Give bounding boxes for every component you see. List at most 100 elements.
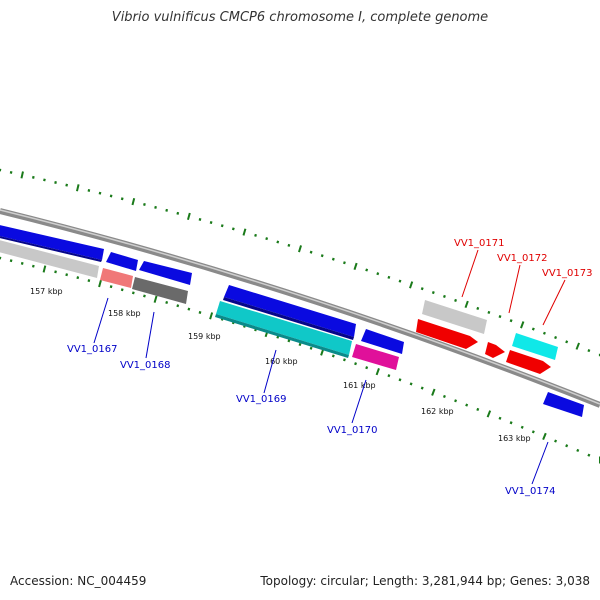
minor-tick [287,243,291,247]
minor-tick [420,287,424,291]
minor-tick [231,227,235,231]
minor-tick [342,358,346,362]
gene-feature-shadow [223,297,354,340]
minor-tick [387,275,391,279]
minor-tick [120,197,124,201]
minor-tick [198,310,202,314]
gene-feature [485,342,505,358]
gene-label: VV1_0173 [542,268,593,279]
major-tick [131,197,136,206]
minor-tick [9,170,13,174]
gene-feature [139,261,192,285]
minor-tick [187,307,191,311]
minor-tick [587,453,591,457]
minor-tick [343,261,346,265]
gene-feature [512,333,558,360]
feature-track-reverse-inner [0,240,399,370]
major-tick [542,432,547,441]
major-tick [431,388,436,396]
major-tick [153,295,158,303]
minor-tick [387,374,391,378]
minor-tick [276,240,280,244]
minor-tick [109,194,113,198]
minor-tick [265,237,269,241]
genome-backbone [0,208,600,408]
genome-stats-text: Topology: circular; Length: 3,281,944 bp… [260,574,590,588]
minor-tick [120,288,124,292]
gene-label: VV1_0167 [67,344,118,355]
minor-tick [365,268,369,272]
minor-tick [509,319,513,323]
tick-label: 157 kbp [30,287,63,296]
feature-track-forward [416,300,558,374]
gene-feature [422,300,487,334]
minor-tick [509,421,513,425]
gene-feature [106,252,138,271]
major-tick [20,171,24,179]
major-tick [75,184,80,192]
minor-tick [354,362,358,366]
gene-label: VV1_0168 [120,360,171,371]
major-tick [242,228,247,236]
minor-tick [542,331,546,335]
gene-feature [543,392,584,417]
minor-tick [365,366,369,370]
major-tick [409,281,414,289]
major-tick [298,245,302,253]
minor-tick [9,259,13,263]
minor-tick [454,298,458,302]
major-tick [486,410,492,418]
minor-tick [409,382,413,386]
tick-label: 163 kbp [498,434,531,443]
minor-tick [576,448,580,453]
major-tick [464,300,469,309]
gene-feature-shadow [0,236,102,262]
tick-label: 160 kbp [265,357,298,366]
major-tick [375,368,380,376]
minor-tick [143,294,146,298]
major-tick [42,265,47,273]
minor-tick [398,279,402,283]
gene-feature [224,285,356,337]
minor-tick [309,346,313,350]
minor-tick [31,264,35,268]
minor-tick [65,273,69,277]
tick-label: 158 kbp [108,309,141,318]
label-leaders [93,249,566,485]
tick-label: 161 kbp [343,381,376,390]
major-tick [98,279,102,288]
minor-tick [165,300,169,304]
major-tick [520,321,525,329]
minor-tick [309,250,313,254]
minor-tick [554,335,558,340]
gene-feature [506,350,551,374]
minor-tick [298,342,302,347]
minor-tick [143,202,146,206]
minor-tick [442,394,446,399]
gene-label: VV1_0174 [505,486,556,497]
minor-tick [498,416,502,420]
minor-tick [431,291,435,295]
major-tick [575,342,580,350]
minor-tick [531,430,535,434]
gene-feature [216,301,352,355]
map-title: Vibrio vulnificus CMCP6 chromosome I, co… [111,10,489,25]
gene-label: VV1_0171 [454,238,505,249]
minor-tick [87,188,91,192]
minor-tick [476,407,480,412]
minor-tick [165,208,169,212]
minor-tick [20,261,24,265]
minor-tick [198,217,202,221]
minor-tick [331,354,335,358]
gene-label: VV1_0172 [497,253,548,264]
minor-tick [54,181,57,184]
minor-tick [331,257,335,261]
gene-feature [0,240,99,278]
minor-tick [487,310,491,314]
minor-tick [565,444,569,448]
minor-tick [154,205,157,209]
minor-tick [476,306,480,310]
minor-tick [87,279,91,283]
minor-tick [176,211,180,215]
minor-tick [176,304,180,308]
